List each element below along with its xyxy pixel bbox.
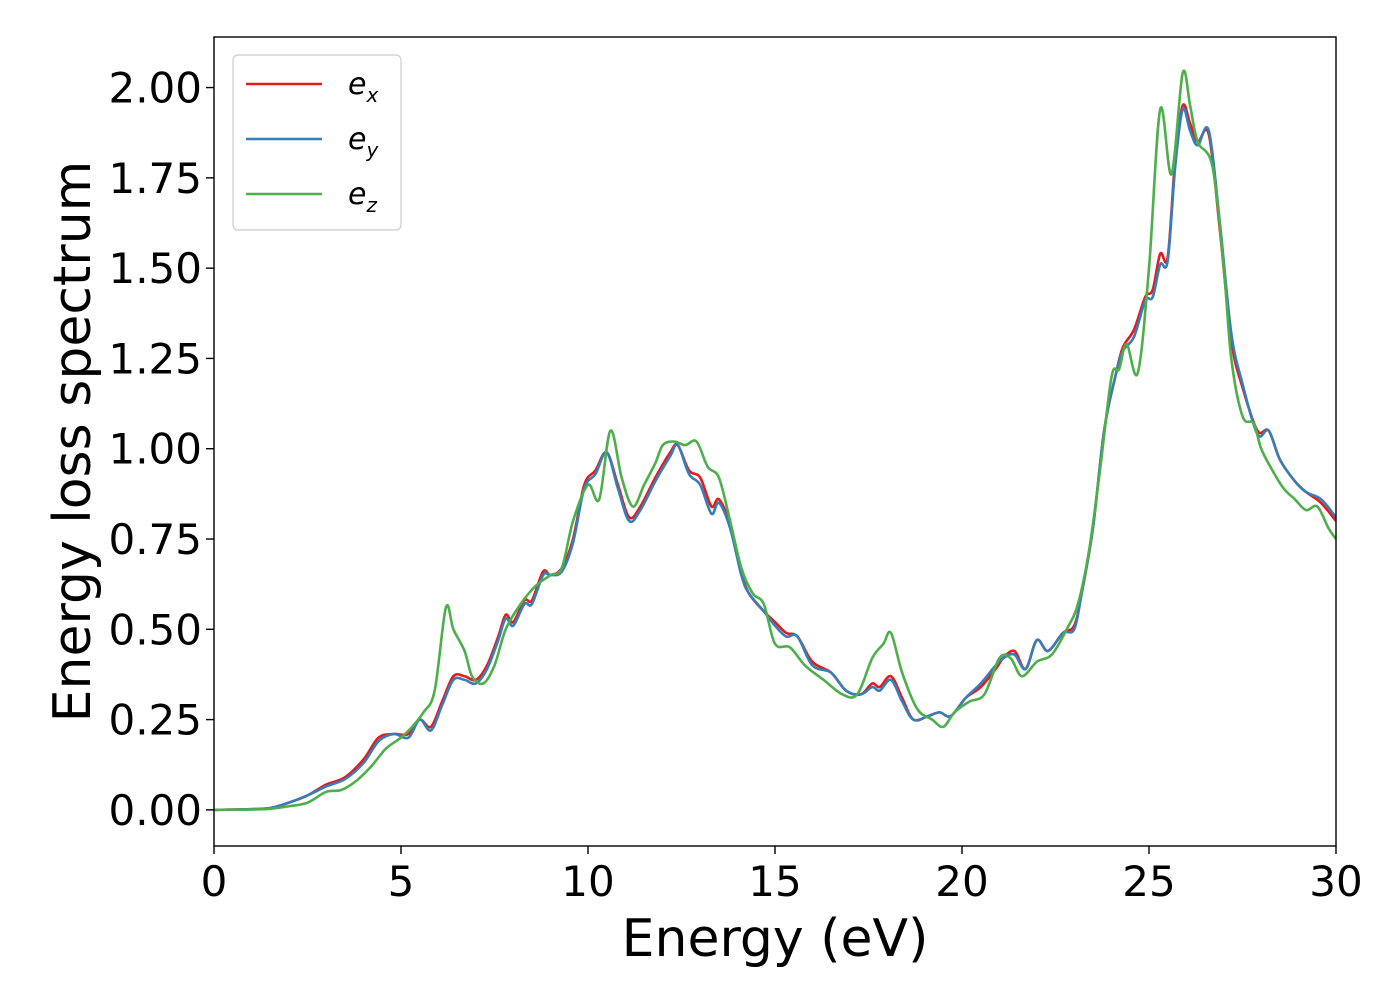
y-tick-label: 1.50 — [108, 244, 202, 293]
x-tick-label: 30 — [1309, 857, 1362, 906]
y-tick-label: 1.00 — [108, 425, 202, 474]
y-tick-label: 2.00 — [108, 64, 202, 113]
y-axis: 0.00 0.25 0.50 0.75 1.00 1.25 1.50 1.75 2.00 — [108, 64, 214, 835]
legend-entry-subscript: x — [365, 83, 378, 107]
legend-entry-base: e — [348, 122, 366, 157]
x-tick-label: 5 — [388, 857, 415, 906]
y-axis-label: Energy loss spectrum — [43, 161, 103, 723]
x-tick-label: 15 — [748, 857, 801, 906]
legend-entry-subscript: z — [365, 193, 377, 217]
legend-entry: ez — [348, 177, 377, 217]
y-tick-label: 0.50 — [108, 605, 202, 654]
legend-entry-subscript: y — [365, 138, 379, 162]
y-tick-label: 1.25 — [108, 334, 202, 383]
series-layer — [214, 69, 1336, 812]
legend-entry: ey — [348, 122, 379, 162]
x-axis-label: Energy (eV) — [622, 909, 929, 969]
y-tick-label: 1.75 — [108, 154, 202, 203]
legend-entry: ex — [348, 67, 378, 107]
x-tick-label: 0 — [201, 857, 228, 906]
legend-entry-base: e — [348, 177, 366, 212]
x-tick-label: 25 — [1122, 857, 1175, 906]
y-tick-label: 0.00 — [108, 786, 202, 835]
x-tick-label: 20 — [935, 857, 988, 906]
y-tick-label: 0.75 — [108, 515, 202, 564]
legend-frame — [232, 54, 402, 231]
x-axis: 0 5 10 15 20 25 30 — [201, 846, 1363, 906]
x-tick-label: 10 — [561, 857, 614, 906]
series-line-e-y — [214, 106, 1336, 812]
legend-entry-base: e — [348, 67, 366, 102]
y-tick-label: 0.25 — [108, 696, 202, 745]
series-line-e-z — [214, 69, 1336, 812]
